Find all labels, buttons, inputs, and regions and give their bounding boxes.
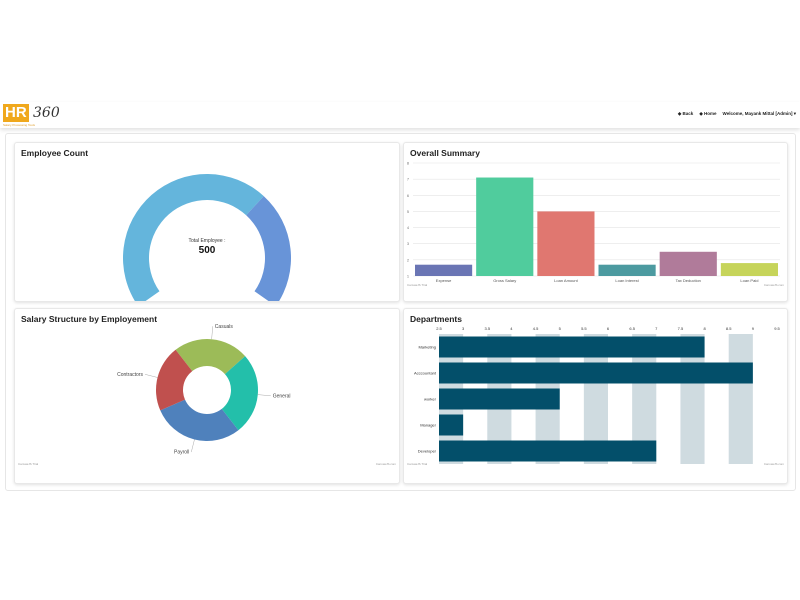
slice-casuals — [175, 339, 246, 375]
panel-title: Employee Count — [21, 148, 89, 158]
slice-general — [221, 356, 258, 431]
x-tick-label: 3 — [462, 326, 465, 331]
slice-contractors — [156, 349, 193, 411]
slice-label: General — [273, 393, 291, 399]
home-link[interactable]: ◆ Home — [699, 111, 717, 116]
top-header: HR 360 Salary Processing Tools ◆ Back ◆ … — [0, 102, 800, 128]
bar-tax-deduction — [659, 251, 717, 276]
gauge-segment-0 — [123, 174, 264, 301]
bar-loan-amount — [537, 211, 595, 276]
x-tick-label: 5.5 — [581, 326, 587, 331]
bar-worker — [439, 388, 560, 410]
header-nav: ◆ Back ◆ Home Welcome, Mayank Mittal [Ad… — [678, 111, 796, 117]
salary-structure-panel: Salary Structure by Employement Casuals G… — [14, 308, 400, 484]
bar-loan-interest — [598, 264, 656, 276]
gauge-label: Total Employee : — [188, 238, 226, 244]
chart-credit[interactable]: CanvasJS.com — [375, 462, 396, 466]
y-tick-label: 6 — [407, 194, 409, 198]
x-tick-label: 5 — [559, 326, 562, 331]
y-tick-label: worker — [424, 397, 437, 402]
grid-band — [728, 334, 753, 464]
overall-summary-chart: 1 2 3 4 5 6 7 8 Expense Gross Salary Loan Amount Lo… — [407, 162, 780, 283]
employee-count-panel: Employee Count Total Employee : 500 — [14, 142, 400, 302]
y-tick-label: 1 — [407, 275, 409, 279]
x-tick-label: 7.5 — [678, 326, 684, 331]
chart-credit[interactable]: CanvasJS.com — [763, 462, 784, 466]
label-connector — [211, 326, 214, 340]
chart-credit[interactable]: CanvasJS.com — [763, 283, 784, 287]
y-tick-label: Manager — [420, 423, 436, 428]
y-tick-label: 3 — [407, 242, 409, 246]
y-tick-label: 7 — [407, 178, 409, 182]
x-tick-label: 3.5 — [485, 326, 491, 331]
x-tick-label: Expense — [436, 278, 452, 283]
label-connector — [191, 439, 195, 453]
y-tick-label: Developer — [418, 449, 437, 454]
slice-label: Payroll — [174, 450, 189, 456]
bar-marketing — [439, 336, 705, 358]
slice-payroll — [160, 399, 239, 441]
gauge-value: 500 — [198, 245, 216, 256]
y-tick-label: Acccountant — [414, 371, 437, 376]
x-tick-label: 7 — [655, 326, 658, 331]
bar-acccountant — [439, 362, 753, 384]
x-tick-label: Loan Interest — [615, 278, 639, 283]
y-tick-label: 5 — [407, 210, 409, 214]
user-menu[interactable]: Welcome, Mayank Mittal [Admin] ▾ — [722, 111, 796, 116]
bar-loan-paid — [720, 263, 778, 276]
chart-credit: CanvasJS Trial — [407, 462, 428, 466]
x-tick-label: Loan Paid — [740, 278, 758, 283]
y-tick-label: 8 — [407, 162, 409, 166]
bar-expense — [415, 264, 473, 276]
x-tick-label: 4 — [510, 326, 513, 331]
y-tick-label: 2 — [407, 258, 409, 262]
x-tick-label: 6.5 — [629, 326, 635, 331]
x-tick-label: Loan Amount — [554, 278, 578, 283]
back-link[interactable]: ◆ Back — [677, 111, 694, 116]
logo-tagline: Salary Processing Tools — [3, 123, 35, 127]
slice-label: Casuals — [215, 324, 234, 330]
dashboard-container — [5, 133, 796, 491]
x-tick-label: 9 — [752, 326, 755, 331]
bar-developer — [439, 440, 657, 462]
y-tick-label: Marketing — [418, 345, 436, 350]
x-tick-label: 8.5 — [726, 326, 732, 331]
label-connector — [144, 374, 158, 378]
logo-number: 360 — [33, 105, 60, 121]
chart-credit: CanvasJS Trial — [18, 462, 39, 466]
departments-chart: 2.5 3 3.5 4 4.5 5 5.5 6 6.5 7 7.5 8 8.5 9 9.5 Marketing… — [414, 326, 781, 464]
x-tick-label: Tax Deduction — [676, 278, 701, 283]
gauge-segment-1 — [246, 196, 291, 301]
slice-label: Contractors — [117, 372, 143, 378]
x-tick-label: 8 — [703, 326, 706, 331]
label-connector — [257, 394, 271, 397]
panel-title: Departments — [410, 314, 462, 324]
bar-manager — [439, 414, 464, 436]
chart-credit: CanvasJS Trial — [407, 283, 428, 287]
panel-title: Overall Summary — [410, 148, 480, 158]
y-tick-label: 4 — [407, 226, 409, 230]
panel-title: Salary Structure by Employement — [21, 314, 158, 324]
salary-structure-chart: Casuals General Payroll Contractors — [117, 324, 291, 456]
departments-panel: Departments 2.5 3 3.5 4 4.5 5 5.5 6 6.5 7 7.5 8 8.5 9… — [403, 308, 788, 484]
x-tick-label: 9.5 — [774, 326, 780, 331]
overall-summary-panel: Overall Summary 1 2 3 4 5 6 7 8 Expense Gross Sal… — [403, 142, 788, 302]
x-tick-label: 2.5 — [436, 326, 442, 331]
logo-text: HR — [3, 104, 29, 122]
bar-gross-salary — [476, 177, 534, 276]
employee-gauge — [123, 174, 291, 301]
x-tick-label: 6 — [607, 326, 610, 331]
x-tick-label: Gross Salary — [493, 278, 516, 283]
hr360-logo[interactable]: HR 360 Salary Processing Tools — [3, 104, 63, 128]
x-tick-label: 4.5 — [533, 326, 539, 331]
